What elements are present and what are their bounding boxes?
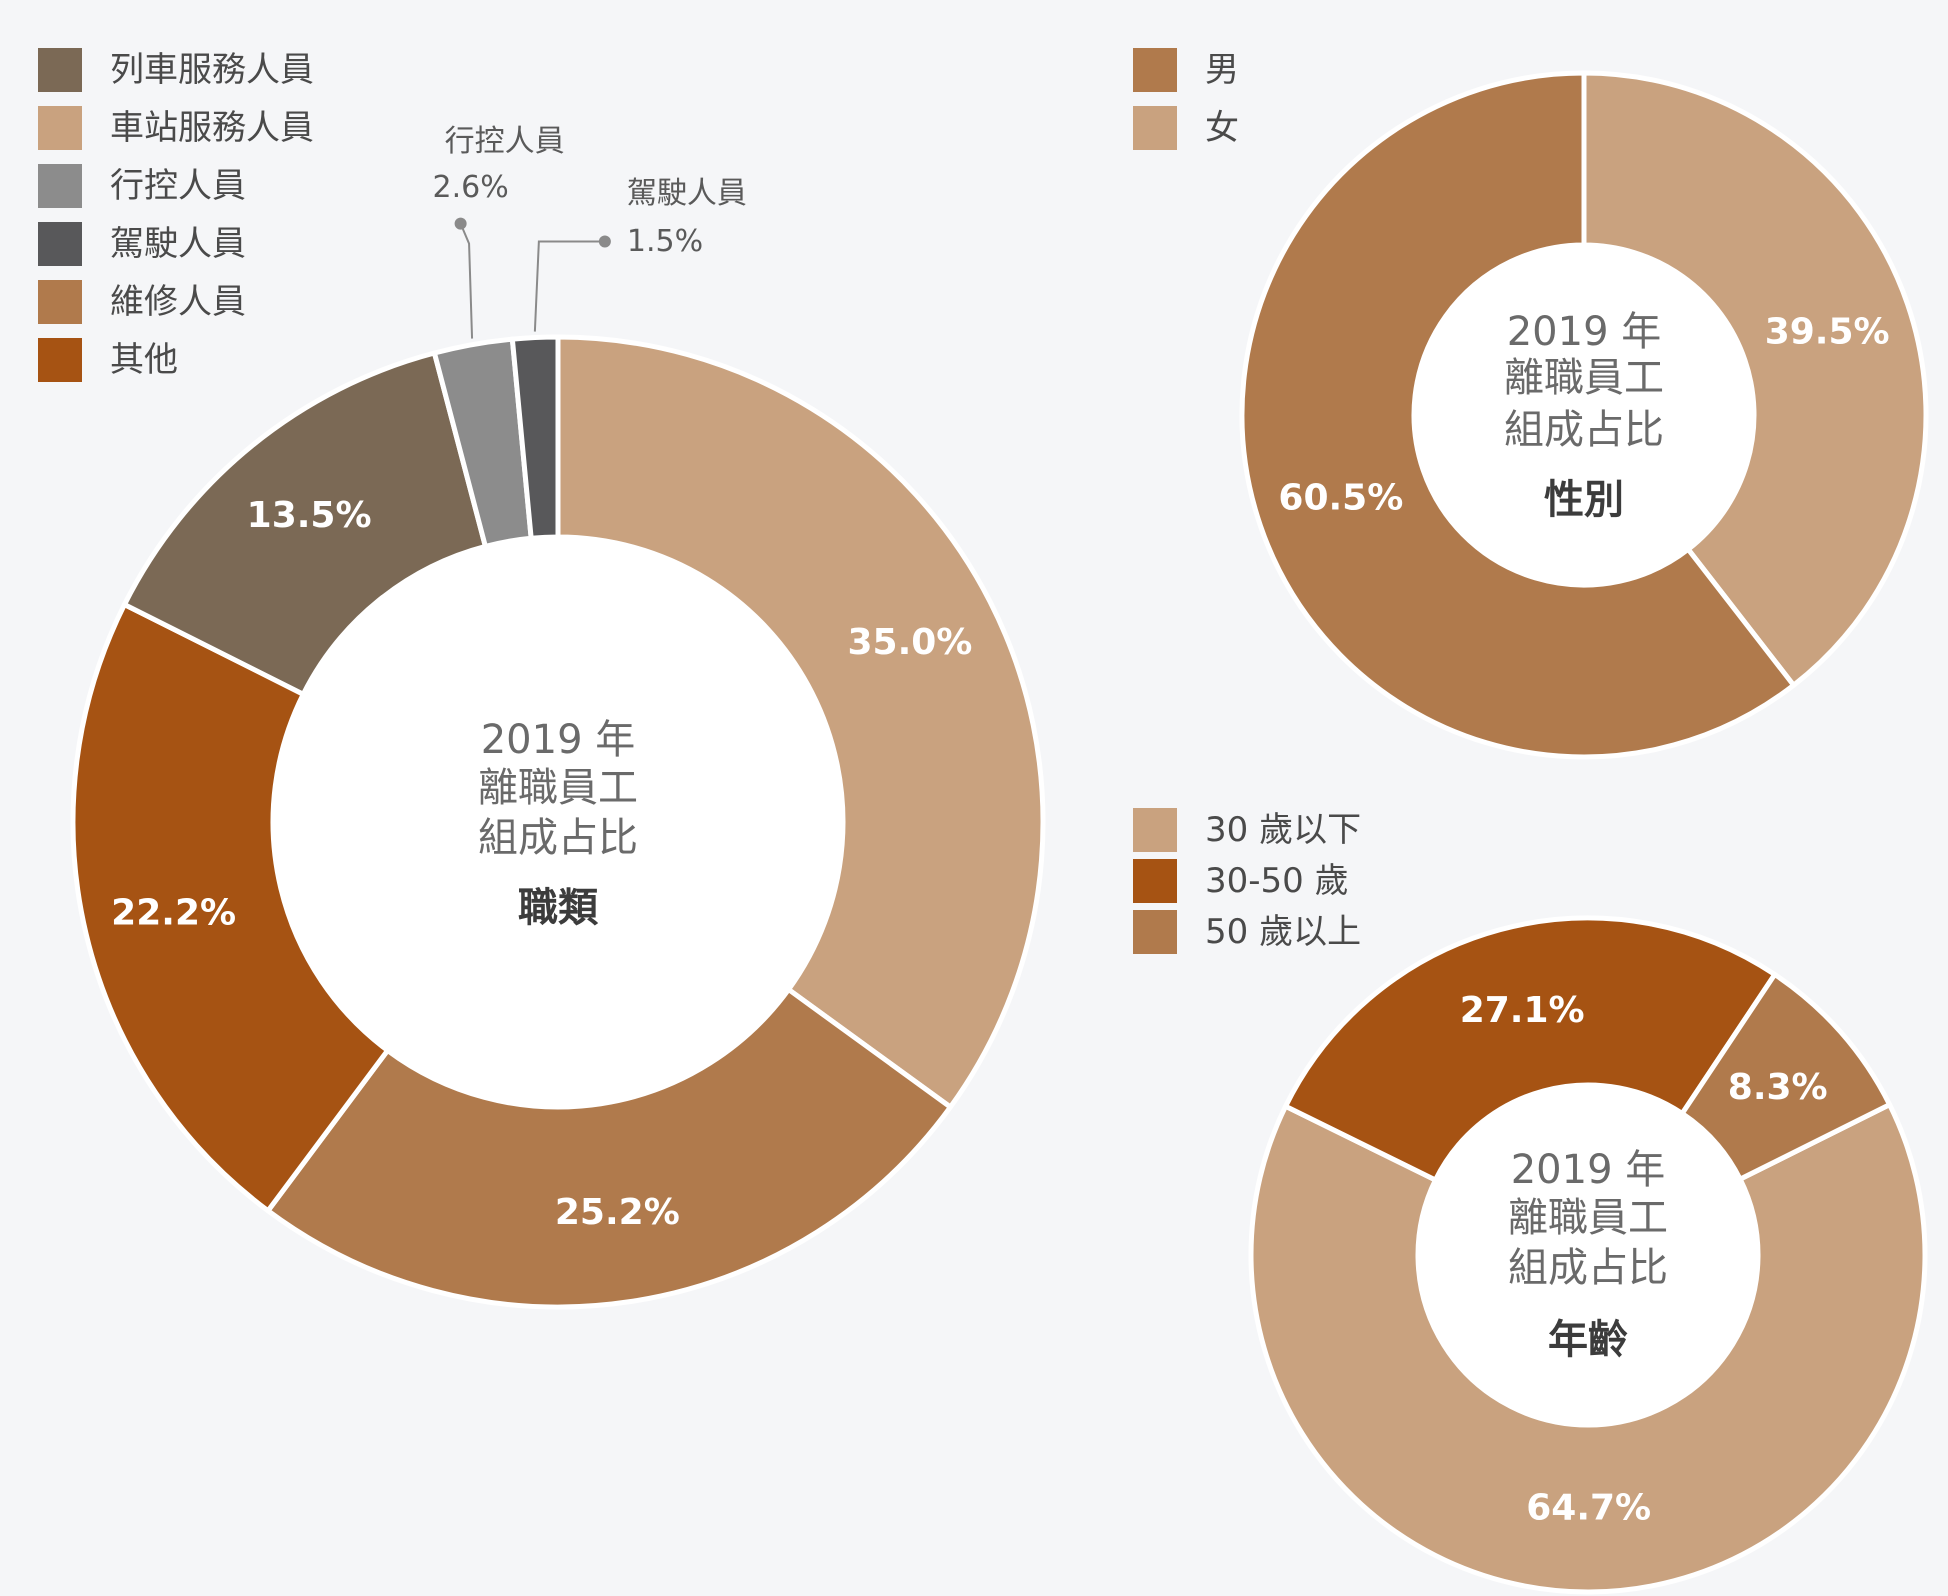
- legend-label-其他: 其他: [110, 340, 178, 380]
- center-text-age-3: 組成占比: [1508, 1245, 1668, 1291]
- slice-label-age-30-50-歲: 27.1%: [1460, 990, 1585, 1031]
- legend-label-列車服務人員: 列車服務人員: [110, 50, 314, 90]
- center-text-gender-3: 組成占比: [1504, 407, 1664, 453]
- legend-label-女: 女: [1205, 108, 1239, 148]
- callout-line-行控人員: [459, 223, 474, 339]
- slice-label-job-其他: 22.2%: [111, 893, 236, 934]
- callout-value-駕駛人員: 1.5%: [627, 224, 703, 259]
- legend-swatch-50-歲以上: [1133, 910, 1177, 954]
- center-text-job-3: 組成占比: [478, 815, 638, 861]
- legend-age: 30 歲以下 30-50 歲 50 歲以上: [1133, 808, 1361, 954]
- legend-label-車站服務人員: 車站服務人員: [110, 108, 314, 148]
- legend-swatch-車站服務人員: [38, 106, 82, 150]
- slice-job-其他: [70, 602, 391, 1214]
- center-text-age-1: 2019 年: [1511, 1147, 1666, 1193]
- legend-label-30-歲以下: 30 歲以下: [1205, 810, 1361, 850]
- legend-swatch-男: [1133, 48, 1177, 92]
- legend-label-男: 男: [1205, 50, 1239, 90]
- donut-hole-age: [1418, 1085, 1758, 1425]
- slice-label-job-維修人員: 25.2%: [555, 1192, 680, 1233]
- legend-swatch-30-歲以下: [1133, 808, 1177, 852]
- legend-label-行控人員: 行控人員: [110, 166, 246, 206]
- callout-dot-駕駛人員: [598, 235, 611, 248]
- center-text-gender-1: 2019 年: [1507, 309, 1662, 355]
- legend-swatch-維修人員: [38, 280, 82, 324]
- callout-dot-行控人員: [454, 217, 467, 230]
- donut-hole-job: [273, 537, 843, 1107]
- legend-label-駕駛人員: 駕駛人員: [110, 224, 246, 264]
- legend-swatch-行控人員: [38, 164, 82, 208]
- donut-hole-gender: [1414, 245, 1754, 585]
- legend-label-30-50-歲: 30-50 歲: [1205, 861, 1349, 901]
- legend-swatch-其他: [38, 338, 82, 382]
- slice-label-age-30-歲以下: 64.7%: [1526, 1487, 1651, 1528]
- callout-name-行控人員: 行控人員: [445, 124, 565, 159]
- legend-swatch-女: [1133, 106, 1177, 150]
- legend-label-維修人員: 維修人員: [110, 282, 246, 322]
- callout-value-行控人員: 2.6%: [433, 170, 509, 205]
- slice-label-gender-女: 39.5%: [1765, 311, 1890, 352]
- slice-label-gender-男: 60.5%: [1278, 478, 1403, 519]
- center-text-job-1: 2019 年: [481, 717, 636, 763]
- legend-swatch-30-50-歲: [1133, 859, 1177, 903]
- slice-label-job-列車服務人員: 13.5%: [247, 495, 372, 536]
- center-subtitle-job: 職類: [518, 885, 599, 931]
- callout-name-駕駛人員: 駕駛人員: [627, 176, 747, 211]
- center-text-age-2: 離職員工: [1508, 1195, 1668, 1241]
- center-text-job-2: 離職員工: [478, 765, 638, 811]
- slice-label-age-50-歲以上: 8.3%: [1728, 1067, 1828, 1108]
- center-subtitle-gender: 性別: [1544, 477, 1624, 523]
- legend-gender: 男女: [1133, 48, 1239, 150]
- donut-job: 35.0% 25.2% 22.2% 13.5% 行控人員 2.6% 駕駛人員 1.5% 2019…: [70, 124, 1046, 1310]
- legend-swatch-列車服務人員: [38, 48, 82, 92]
- center-subtitle-age: 年齡: [1548, 1317, 1628, 1363]
- legend-swatch-駕駛人員: [38, 222, 82, 266]
- center-text-gender-2: 離職員工: [1504, 355, 1664, 401]
- legend-label-50-歲以上: 50 歲以上: [1205, 912, 1361, 952]
- callout-line-駕駛人員: [533, 240, 605, 332]
- slice-label-job-車站服務人員: 35.0%: [847, 622, 972, 663]
